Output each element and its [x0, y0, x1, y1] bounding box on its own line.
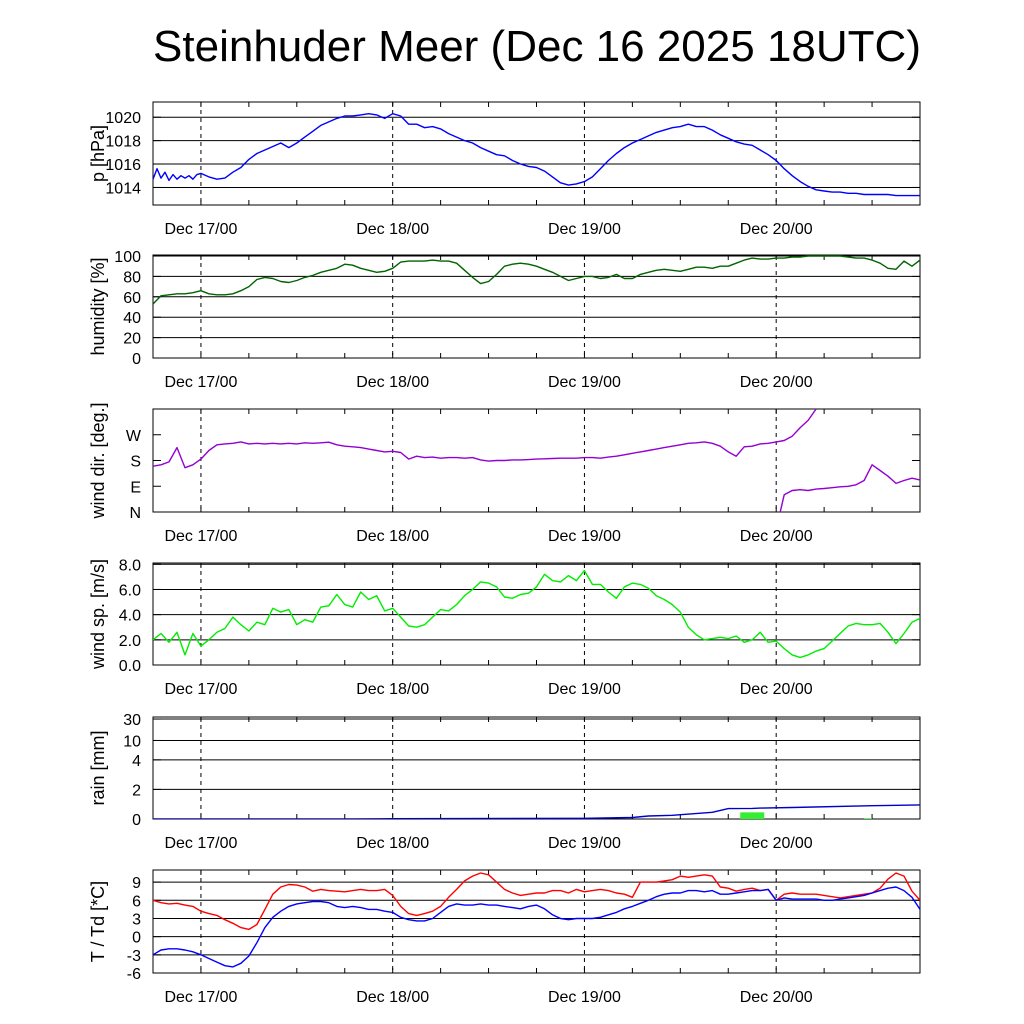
y-tick-label: E	[130, 479, 141, 496]
panel-wind-speed: 0.0 2.0 4.0 6.0 8.0 Dec 17/00 Dec 18/00 Dec 19/…	[88, 557, 921, 698]
y-tick-label: 3	[132, 911, 141, 928]
y-tick-label: 0	[132, 812, 141, 829]
y-tick-label: W	[126, 428, 142, 445]
x-tick-label: Dec 20/00	[740, 528, 813, 545]
y-axis-label: rain [mm]	[88, 730, 108, 805]
y-tick-label: 60	[123, 290, 141, 307]
series-line-wind-speed	[153, 569, 920, 659]
y-axis-label: wind dir. [deg.]	[88, 402, 108, 519]
x-tick-label: Dec 18/00	[356, 528, 429, 545]
panel-frame	[152, 869, 921, 974]
y-tick-label: 8.0	[119, 557, 141, 574]
y-axis-label: humidity [%]	[88, 257, 108, 355]
x-tick-label: Dec 17/00	[164, 374, 237, 391]
x-tick-label: Dec 19/00	[548, 374, 621, 391]
x-tick-label: Dec 19/00	[548, 681, 621, 698]
x-tick-label: Dec 20/00	[740, 989, 813, 1006]
data-area	[153, 569, 920, 659]
panel-pressure: 1014 1016 1018 1020 Dec 17/00 Dec 18/00 Dec 19…	[88, 101, 921, 238]
x-tick-label: Dec 18/00	[356, 989, 429, 1006]
x-tick-label: Dec 17/00	[164, 989, 237, 1006]
panel-rain: 0 2 4 10 30 Dec 17/00 Dec 18/00 Dec 19/00 Dec 20…	[88, 712, 921, 852]
y-tick-label: 6.0	[119, 582, 141, 599]
y-axis-label: T / Td [*C]	[88, 881, 108, 962]
x-tick-label: Dec 20/00	[740, 681, 813, 698]
y-tick-label: 1020	[105, 110, 141, 127]
y-tick-label: 40	[123, 310, 141, 327]
y-tick-label: 2	[132, 782, 141, 799]
panel-frame	[152, 254, 921, 359]
y-tick-label: 0.0	[119, 658, 141, 675]
y-tick-label: 9	[132, 875, 141, 892]
x-tick-label: Dec 17/00	[164, 835, 237, 852]
y-tick-label: 2.0	[119, 633, 141, 650]
y-tick-label: 20	[123, 331, 141, 348]
panel-frame	[152, 408, 921, 513]
x-tick-label: Dec 19/00	[548, 221, 621, 238]
series-line-pressure	[153, 112, 920, 197]
series-line-relative-humidity	[153, 255, 920, 305]
panel-humidity: 0 20 40 60 80 100 Dec 17/00 Dec 18/00 Dec 19/00 D…	[88, 249, 921, 391]
x-tick-label: Dec 20/00	[740, 374, 813, 391]
rain-bar	[864, 818, 873, 819]
x-tick-label: Dec 19/00	[548, 528, 621, 545]
y-tick-label: 0	[132, 930, 141, 947]
y-tick-label: N	[129, 505, 141, 522]
series-line-wind-direction	[779, 464, 920, 512]
y-tick-label: 10	[123, 733, 141, 750]
y-tick-label: 80	[123, 269, 141, 286]
y-tick-label: 6	[132, 893, 141, 910]
x-tick-label: Dec 18/00	[356, 374, 429, 391]
x-tick-label: Dec 18/00	[356, 835, 429, 852]
x-tick-label: Dec 20/00	[740, 835, 813, 852]
y-axis-label: p [hPa]	[88, 125, 108, 182]
data-area	[153, 409, 920, 512]
y-tick-label: 1014	[105, 180, 141, 197]
y-tick-label: S	[130, 454, 141, 471]
y-tick-label: 4.0	[119, 608, 141, 625]
x-tick-label: Dec 19/00	[548, 835, 621, 852]
chart-title: Steinhuder Meer (Dec 16 2025 18UTC)	[153, 22, 921, 71]
x-tick-label: Dec 17/00	[164, 528, 237, 545]
x-tick-label: Dec 20/00	[740, 221, 813, 238]
y-tick-label: 4	[132, 753, 141, 770]
x-tick-label: Dec 18/00	[356, 681, 429, 698]
series-line-wind-direction	[153, 409, 817, 469]
y-axis-label: wind sp. [m/s]	[88, 559, 108, 670]
rain-bar	[740, 812, 765, 819]
panel-frame	[152, 562, 921, 666]
y-tick-label: 0	[132, 351, 141, 368]
y-tick-label: -3	[127, 948, 141, 965]
x-tick-label: Dec 18/00	[356, 221, 429, 238]
data-area	[153, 255, 920, 305]
x-tick-label: Dec 17/00	[164, 681, 237, 698]
y-tick-label: 1018	[105, 134, 141, 151]
data-area	[153, 872, 920, 968]
panel-frame	[152, 716, 921, 820]
y-tick-label: 30	[123, 712, 141, 729]
series-line-accumulated-rain	[153, 804, 920, 819]
data-area	[153, 112, 920, 197]
series-line-td	[153, 886, 920, 968]
series-line-t	[153, 872, 920, 931]
y-tick-label: 100	[114, 249, 141, 266]
data-area	[153, 804, 920, 819]
y-tick-label: 1016	[105, 157, 141, 174]
x-tick-label: Dec 19/00	[548, 989, 621, 1006]
panel-temperature: -6-30 369 Dec 17/00 Dec 18/00 Dec 19/00 Dec 2…	[88, 869, 921, 1006]
x-tick-label: Dec 17/00	[164, 221, 237, 238]
y-tick-label: -6	[127, 966, 141, 983]
